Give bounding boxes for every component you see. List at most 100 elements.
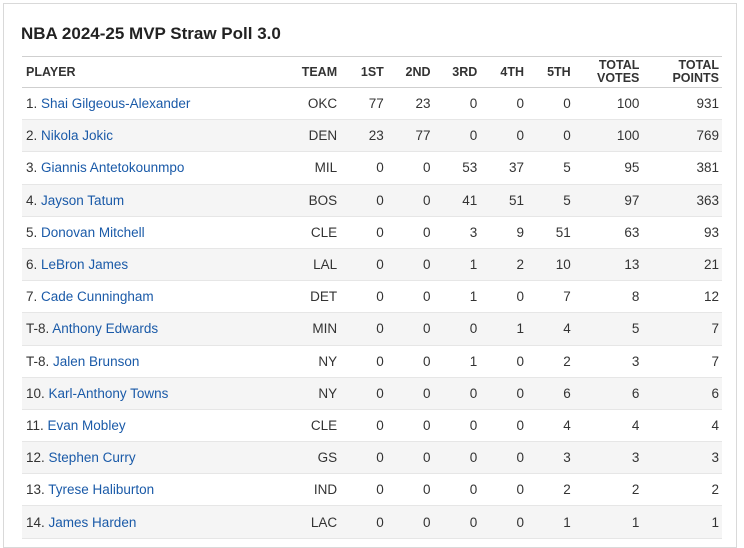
third-place-votes: 1 xyxy=(433,280,481,314)
first-place-votes: 0 xyxy=(340,280,387,314)
fifth-place-votes: 4 xyxy=(527,312,574,346)
fourth-place-votes: 1 xyxy=(480,312,527,346)
table-row: 13. Tyrese Haliburton IND 0 0 0 0 2 2 2 xyxy=(22,473,722,507)
total-votes-cell: 95 xyxy=(573,151,643,185)
player-link[interactable]: Stephen Curry xyxy=(48,450,136,466)
fourth-place-votes: 0 xyxy=(480,505,527,539)
third-place-votes: 0 xyxy=(433,441,481,475)
poll-card: NBA 2024-25 MVP Straw Poll 3.0 PLAYER TE… xyxy=(3,3,737,548)
player-link[interactable]: James Harden xyxy=(48,514,137,530)
player-rank: 11. xyxy=(26,417,44,433)
player-link[interactable]: Jalen Brunson xyxy=(53,353,140,369)
fourth-place-votes: 0 xyxy=(480,119,527,153)
fifth-place-votes: 2 xyxy=(527,345,574,378)
first-place-votes: 0 xyxy=(340,345,387,378)
fifth-place-votes: 0 xyxy=(527,87,574,121)
player-link[interactable]: Giannis Antetokounmpo xyxy=(41,160,185,176)
table-row: 7. Cade Cunningham DET 0 0 1 0 7 8 12 xyxy=(22,280,722,314)
fifth-place-votes: 51 xyxy=(527,216,574,249)
total-points-cell: 7 xyxy=(642,312,722,346)
first-place-votes: 77 xyxy=(340,87,387,121)
fifth-place-votes: 1 xyxy=(527,505,574,539)
col-second: 2ND xyxy=(386,56,434,88)
first-place-votes: 0 xyxy=(340,473,387,507)
total-votes-cell: 3 xyxy=(573,441,643,475)
player-rank: T-8. xyxy=(26,353,50,369)
table-row: T-8. Anthony Edwards MIN 0 0 0 1 4 5 7 xyxy=(22,312,722,346)
third-place-votes: 0 xyxy=(433,409,481,443)
total-points-cell: 1 xyxy=(642,505,722,539)
player-link[interactable]: Nikola Jokic xyxy=(41,128,114,144)
total-points-cell: 6 xyxy=(642,377,722,410)
col-first: 1ST xyxy=(340,56,387,88)
player-rank: 5. xyxy=(26,224,38,240)
second-place-votes: 0 xyxy=(386,377,434,410)
team-cell: IND xyxy=(278,473,341,507)
player-rank: 7. xyxy=(26,289,38,305)
total-points-cell: 363 xyxy=(642,184,722,217)
player-link[interactable]: Evan Mobley xyxy=(47,417,126,433)
col-total-points-line1: TOTAL xyxy=(678,58,719,72)
table-row: 14. James Harden LAC 0 0 0 0 1 1 1 xyxy=(22,505,722,539)
third-place-votes: 1 xyxy=(433,345,481,378)
player-cell: 14. James Harden xyxy=(22,505,279,539)
player-link[interactable]: Shai Gilgeous-Alexander xyxy=(41,96,191,112)
player-rank: 10. xyxy=(26,385,45,401)
fifth-place-votes: 7 xyxy=(527,280,574,314)
first-place-votes: 0 xyxy=(340,312,387,346)
table-row: T-8. Jalen Brunson NY 0 0 1 0 2 3 7 xyxy=(22,345,722,378)
second-place-votes: 77 xyxy=(386,119,434,153)
player-link[interactable]: LeBron James xyxy=(41,257,129,273)
total-votes-cell: 1 xyxy=(573,505,643,539)
team-cell: NY xyxy=(278,377,341,410)
team-cell: LAC xyxy=(278,505,341,539)
player-cell: 5. Donovan Mitchell xyxy=(22,216,279,249)
second-place-votes: 0 xyxy=(386,409,434,443)
fourth-place-votes: 0 xyxy=(480,441,527,475)
poll-table: PLAYER TEAM 1ST 2ND 3RD 4TH 5TH TOTAL VO… xyxy=(22,56,722,539)
col-player: PLAYER xyxy=(22,56,279,88)
player-cell: 7. Cade Cunningham xyxy=(22,280,279,314)
team-cell: BOS xyxy=(278,184,341,217)
third-place-votes: 3 xyxy=(433,216,481,249)
total-points-cell: 12 xyxy=(642,280,722,314)
player-link[interactable]: Karl-Anthony Towns xyxy=(48,385,169,401)
second-place-votes: 0 xyxy=(386,280,434,314)
team-cell: OKC xyxy=(278,87,341,121)
player-rank: 4. xyxy=(26,192,38,208)
first-place-votes: 0 xyxy=(340,505,387,539)
third-place-votes: 41 xyxy=(433,184,481,217)
fifth-place-votes: 10 xyxy=(527,248,574,282)
team-cell: DET xyxy=(278,280,341,314)
total-votes-cell: 8 xyxy=(573,280,643,314)
player-link[interactable]: Donovan Mitchell xyxy=(41,224,145,240)
fourth-place-votes: 37 xyxy=(480,151,527,185)
player-cell: 3. Giannis Antetokounmpo xyxy=(22,151,279,185)
third-place-votes: 1 xyxy=(433,248,481,282)
player-cell: 1. Shai Gilgeous-Alexander xyxy=(22,87,279,121)
player-cell: 6. LeBron James xyxy=(22,248,279,282)
table-row: 2. Nikola Jokic DEN 23 77 0 0 0 100 769 xyxy=(22,119,722,153)
fifth-place-votes: 5 xyxy=(527,184,574,217)
total-points-cell: 381 xyxy=(642,151,722,185)
team-cell: LAL xyxy=(278,248,341,282)
player-link[interactable]: Cade Cunningham xyxy=(41,289,154,305)
first-place-votes: 23 xyxy=(340,119,387,153)
table-row: 12. Stephen Curry GS 0 0 0 0 3 3 3 xyxy=(22,441,722,475)
fourth-place-votes: 0 xyxy=(480,280,527,314)
total-points-cell: 2 xyxy=(642,473,722,507)
table-row: 11. Evan Mobley CLE 0 0 0 0 4 4 4 xyxy=(22,409,722,443)
fifth-place-votes: 6 xyxy=(527,377,574,410)
fourth-place-votes: 0 xyxy=(480,345,527,378)
player-rank: 2. xyxy=(26,128,38,144)
team-cell: GS xyxy=(278,441,341,475)
player-link[interactable]: Jayson Tatum xyxy=(41,192,125,208)
team-cell: NY xyxy=(278,345,341,378)
fourth-place-votes: 9 xyxy=(480,216,527,249)
second-place-votes: 0 xyxy=(386,184,434,217)
player-cell: 11. Evan Mobley xyxy=(22,409,279,443)
total-votes-cell: 63 xyxy=(573,216,643,249)
player-link[interactable]: Tyrese Haliburton xyxy=(48,482,155,498)
player-link[interactable]: Anthony Edwards xyxy=(52,321,159,337)
fourth-place-votes: 0 xyxy=(480,377,527,410)
